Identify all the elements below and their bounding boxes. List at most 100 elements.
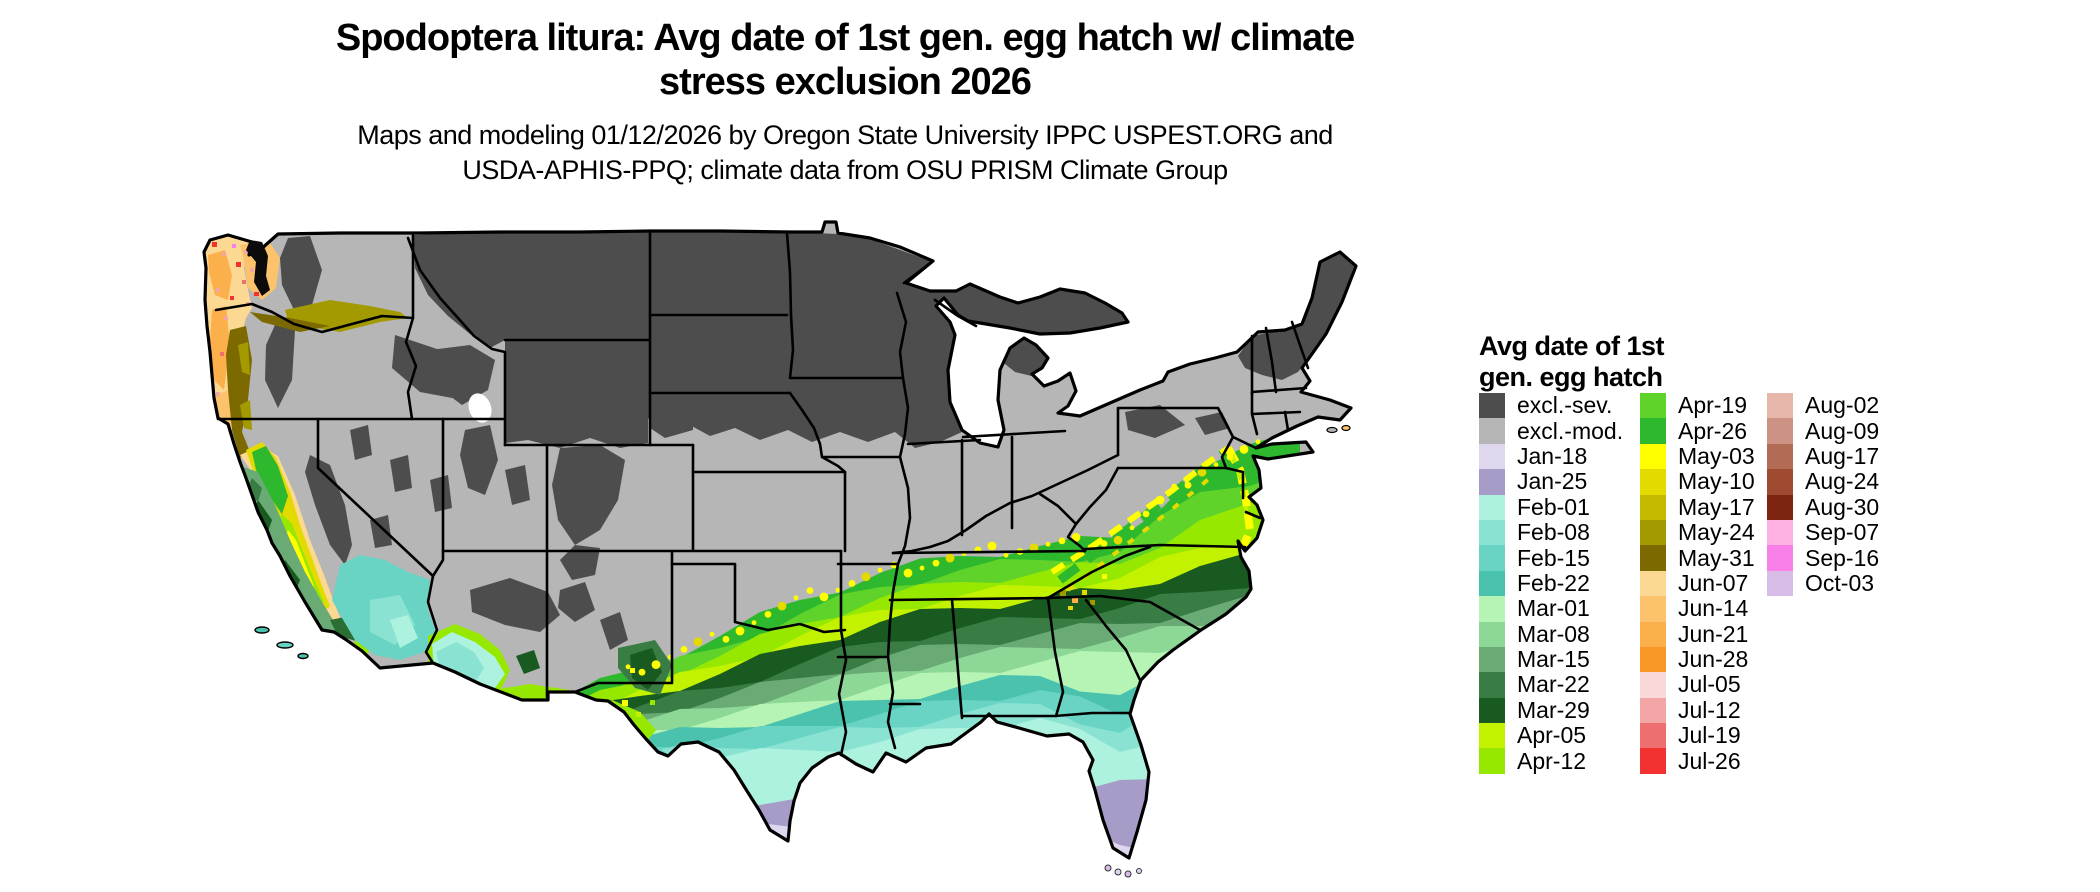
speckle [680,646,688,653]
legend-row: Oct-03 [1767,569,1879,597]
legend-label: Sep-16 [1805,544,1880,571]
speckle [1029,543,1039,553]
legend-title-line2: gen. egg hatch [1479,362,1663,392]
speckle [1142,510,1150,518]
legend-label: Mar-15 [1517,646,1590,673]
speckle [919,565,925,571]
legend-label: Mar-22 [1517,671,1590,698]
legend-label: Jun-14 [1678,595,1749,622]
legend-row: May-10 [1640,469,1755,495]
legend-swatch [1640,723,1666,749]
legend-row: Apr-26 [1640,417,1755,444]
legend-swatch [1479,443,1505,470]
legend-swatch [1767,418,1793,444]
legend-swatch [1479,570,1505,597]
legend-column-3: Aug-02 Aug-09 Aug-17 Aug-24 Aug-30 Sep-07 Sep-… [1767,393,1880,597]
legend-label: Aug-17 [1805,442,1880,469]
title-block: Spodoptera litura: Avg date of 1st gen. … [0,16,1690,104]
legend-label: Aug-09 [1805,417,1880,444]
state-borders [214,230,1310,757]
legend-label: Jun-21 [1678,620,1749,647]
legend-label: Aug-24 [1805,468,1880,495]
legend-label: Sep-07 [1805,519,1880,546]
legend-swatch [1767,393,1793,419]
speckle [1197,467,1207,477]
speckle [1184,481,1192,489]
legend-swatch [1479,748,1505,774]
legend-row: Aug-02 [1767,393,1879,419]
legend-label: Apr-26 [1678,417,1748,444]
legend-swatch [1479,494,1505,520]
legend-swatch [1767,570,1793,597]
legend-swatch [1479,723,1505,749]
puget-sound [246,240,270,296]
appalachian-streaks [1050,445,1255,592]
legend-swatch [1479,418,1505,444]
legend-swatch [1640,545,1666,571]
speckle [722,635,730,643]
legend: Avg date of 1st gen. egg hatch excl.-sev… [1479,331,2079,774]
legend-row: Jul-12 [1640,697,1755,724]
legend-swatch [1479,545,1505,571]
legend-label: Oct-03 [1805,569,1875,596]
date-band [500,819,1300,858]
legend-swatch [1479,519,1505,546]
legend-row: May-24 [1640,519,1755,546]
subtitle-line1: Maps and modeling 01/12/2026 by Oregon S… [357,120,1333,150]
legend-label: Feb-01 [1517,493,1590,520]
legend-swatch [1767,469,1793,495]
legend-label: May-17 [1678,493,1755,520]
legend-row: Feb-08 [1479,519,1623,546]
legend-label: May-24 [1678,519,1755,546]
legend-row: Aug-24 [1767,468,1880,495]
legend-swatch [1767,545,1793,571]
legend-title-line1: Avg date of 1st [1479,331,1665,361]
speckle [806,587,814,595]
speckle [1239,445,1249,454]
florida-keys [1104,864,1142,878]
legend-label: Mar-08 [1517,620,1590,647]
legend-label: excl.-sev. [1517,392,1613,419]
speckle [625,664,631,670]
legend-swatch [1767,519,1793,546]
speckle [1045,541,1051,547]
speckle [1071,533,1081,542]
legend-label: Mar-29 [1517,696,1590,723]
legend-swatch [1640,570,1666,597]
speckle [1155,495,1165,505]
legend-row: Aug-30 [1767,494,1879,520]
speckle [835,587,841,593]
speckle [1058,537,1066,545]
legend-swatch [1640,519,1666,546]
legend-row: excl.-mod. [1479,417,1624,444]
legend-swatch [1479,596,1505,622]
legend-swatch [1479,697,1505,724]
legend-swatch [1640,697,1666,724]
legend-label: Jun-28 [1678,646,1749,673]
legend-row: Aug-09 [1767,417,1880,444]
legend-swatch [1640,494,1666,520]
legend-row: Feb-22 [1479,569,1623,597]
legend-swatch [1767,443,1793,470]
speckle [1226,453,1234,461]
legend-row: Jul-26 [1640,747,1755,774]
legend-row: Jul-19 [1640,722,1755,749]
legend-row: Mar-08 [1479,620,1623,647]
legend-swatch [1640,672,1666,698]
legend-label: Apr-05 [1517,722,1587,749]
legend-label: Jul-26 [1678,747,1741,774]
legend-swatch [1479,672,1505,698]
legend-label: Jul-05 [1678,671,1741,698]
legend-label: Feb-22 [1517,569,1590,596]
legend-label: May-03 [1678,442,1755,469]
speckle [1129,525,1135,531]
speckle [1255,439,1261,445]
legend-row: Sep-16 [1767,544,1880,571]
legend-label: Jul-19 [1678,722,1741,749]
legend-row: Jul-05 [1640,671,1755,698]
legend-row: Mar-15 [1479,646,1623,673]
speckle [638,668,646,676]
speckle [1171,483,1177,489]
legend-label: excl.-mod. [1517,417,1624,444]
